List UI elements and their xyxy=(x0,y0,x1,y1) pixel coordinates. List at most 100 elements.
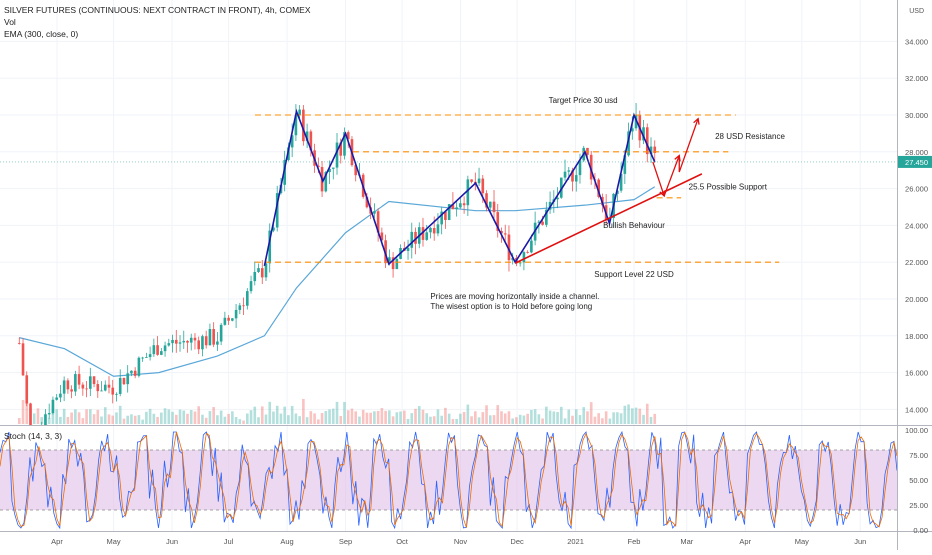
candle-body xyxy=(55,397,58,400)
volume-bar xyxy=(556,412,559,424)
volume-bar xyxy=(492,415,496,424)
volume-bar xyxy=(417,406,421,424)
price-tick-label: 14.000 xyxy=(905,405,928,414)
volume-bar xyxy=(21,400,25,424)
volume-bar xyxy=(17,418,21,424)
volume-bar xyxy=(70,412,73,424)
candle-body xyxy=(122,377,126,385)
volume-bar xyxy=(55,409,58,424)
candle-body xyxy=(578,160,582,176)
volume-bar xyxy=(223,416,227,424)
candle-body xyxy=(619,173,623,191)
candle-body xyxy=(649,146,653,155)
volume-bar xyxy=(574,409,578,424)
candle-body xyxy=(328,168,331,173)
volume-bar xyxy=(40,417,44,424)
time-tick-label: Nov xyxy=(454,537,468,546)
volume-bar xyxy=(294,413,298,424)
volume-bar xyxy=(391,416,395,424)
candle-body xyxy=(47,413,51,415)
candle-body xyxy=(597,179,600,197)
candle-body xyxy=(380,232,384,241)
volume-bar xyxy=(283,406,286,424)
volume-bar xyxy=(642,414,645,424)
volume-bar xyxy=(257,417,260,424)
candle-body xyxy=(447,204,451,220)
candle-body xyxy=(466,179,470,206)
volume-bar xyxy=(51,407,55,424)
candle-body xyxy=(141,357,144,359)
candle-body xyxy=(642,127,645,141)
volume-bar xyxy=(410,413,414,424)
time-tick-label: Sep xyxy=(339,537,352,546)
volume-bar xyxy=(616,412,619,424)
volume-bar xyxy=(212,407,215,424)
arrow-up-1 xyxy=(663,155,680,197)
candle-body xyxy=(653,146,657,154)
candle-body xyxy=(212,329,215,345)
candle-body xyxy=(182,340,186,343)
volume-bar xyxy=(227,413,230,424)
price-tick-label: 34.000 xyxy=(905,37,928,46)
candle-body xyxy=(459,203,462,208)
candle-body xyxy=(436,224,440,234)
candle-body xyxy=(421,227,425,240)
candle-body xyxy=(500,230,503,234)
candle-body xyxy=(223,317,227,325)
volume-bar xyxy=(447,413,451,424)
candle-body xyxy=(305,131,309,142)
candle-body xyxy=(44,414,47,425)
time-tick-label: Apr xyxy=(51,537,63,546)
candle-body xyxy=(115,393,118,395)
volume-bar xyxy=(548,410,552,424)
candle-body xyxy=(227,317,230,321)
volume-bar xyxy=(399,411,402,424)
volume-bar xyxy=(567,409,571,424)
volume-bar xyxy=(231,411,234,424)
volume-bar xyxy=(354,411,358,424)
candle-body xyxy=(186,340,189,343)
candle-body xyxy=(77,374,81,385)
candle-body xyxy=(189,337,193,343)
candle-body xyxy=(567,170,571,172)
volume-bar xyxy=(402,410,406,424)
volume-bar xyxy=(219,410,223,424)
stoch-tick-label: 50.00 xyxy=(909,476,928,485)
stoch-tick-label: 0.00 xyxy=(913,526,928,535)
volume-bar xyxy=(500,411,503,424)
volume-bar xyxy=(530,409,533,424)
candle-body xyxy=(163,345,167,352)
candle-body xyxy=(249,281,253,292)
volume-bar xyxy=(380,408,384,424)
candle-body xyxy=(62,380,66,394)
candle-body xyxy=(526,252,529,253)
candle-body xyxy=(455,207,458,210)
volume-bar xyxy=(421,409,425,424)
candle-body xyxy=(193,337,197,341)
candle-body xyxy=(481,178,485,194)
price-tick-label: 26.000 xyxy=(905,185,928,194)
candle-body xyxy=(485,193,488,208)
volume-bar xyxy=(601,418,604,424)
candle-body xyxy=(503,233,507,235)
candle-body xyxy=(234,309,238,319)
volume-bar xyxy=(395,412,399,424)
price-tick-label: 30.000 xyxy=(905,111,928,120)
ema-layer xyxy=(19,186,656,377)
candle-body xyxy=(294,115,298,136)
candle-body xyxy=(201,336,204,350)
volume-bar xyxy=(503,413,507,424)
currency-label: USD xyxy=(909,8,924,15)
time-tick-label: May xyxy=(106,537,120,546)
candle-body xyxy=(283,160,286,185)
volume-bar xyxy=(287,415,290,424)
candle-body xyxy=(85,388,88,390)
symbol-title: SILVER FUTURES (CONTINUOUS: NEXT CONTRAC… xyxy=(4,5,311,15)
candle-body xyxy=(541,221,544,225)
time-tick-label: 2021 xyxy=(567,537,584,546)
volume-bar xyxy=(358,416,361,424)
volume-bar xyxy=(238,419,242,424)
candle-body xyxy=(137,357,141,376)
